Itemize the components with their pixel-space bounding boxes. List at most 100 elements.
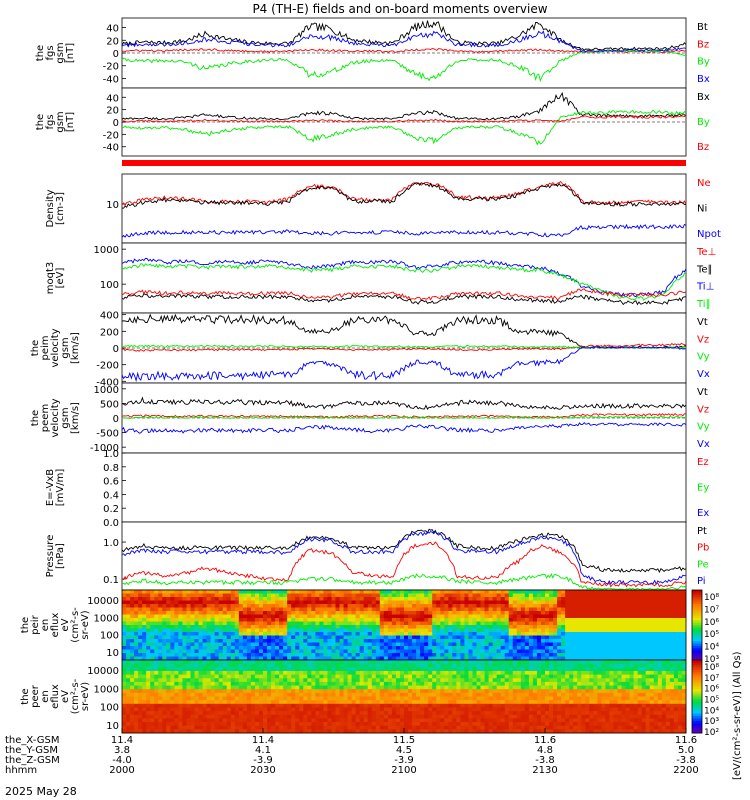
spectrogram-cell bbox=[271, 600, 276, 605]
spectrogram-cell bbox=[263, 663, 268, 668]
spectrogram-cell bbox=[295, 667, 300, 672]
spectrogram-cell bbox=[319, 707, 324, 712]
spectrogram-cell bbox=[279, 597, 284, 601]
spectrogram-cell bbox=[250, 632, 256, 636]
panel-ylabel: sr-eV) bbox=[80, 610, 91, 639]
spectrogram-cell bbox=[379, 600, 385, 605]
spectrogram-cell bbox=[182, 703, 187, 708]
spectrogram-cell bbox=[206, 681, 212, 686]
spectrogram-cell bbox=[363, 700, 369, 705]
spectrogram-cell bbox=[190, 700, 195, 705]
spectrogram-cell bbox=[271, 632, 276, 636]
spectrogram-cell bbox=[649, 628, 655, 633]
spectrogram-cell bbox=[404, 678, 409, 683]
spectrogram-cell bbox=[404, 692, 409, 697]
spectrogram-cell bbox=[613, 642, 618, 647]
spectrogram-cell bbox=[468, 646, 473, 650]
spectrogram-cell bbox=[226, 667, 232, 672]
spectrogram-cell bbox=[351, 639, 357, 643]
spectrogram-cell bbox=[573, 600, 578, 605]
spectrogram-cell bbox=[460, 711, 465, 716]
spectrogram-cell bbox=[134, 725, 139, 730]
spectrogram-cell bbox=[637, 628, 643, 633]
spectrogram-cell bbox=[331, 607, 336, 612]
spectrogram-cell bbox=[581, 604, 586, 608]
spectrogram-cell bbox=[226, 711, 232, 716]
spectrogram-cell bbox=[222, 590, 228, 594]
spectrogram-cell bbox=[242, 625, 248, 629]
spectrogram-cell bbox=[355, 625, 361, 629]
spectrogram-cell bbox=[198, 670, 203, 675]
spectrogram-cell bbox=[190, 692, 195, 697]
spectrogram-cell bbox=[351, 649, 357, 654]
spectrogram-cell bbox=[524, 590, 530, 594]
spectrogram-cell bbox=[597, 597, 602, 601]
spectrogram-cell bbox=[508, 604, 514, 608]
spectrogram-cell bbox=[234, 718, 240, 723]
spectrogram-cell bbox=[226, 722, 232, 727]
spectrogram-cell bbox=[287, 625, 292, 629]
spectrogram-cell bbox=[218, 656, 224, 661]
spectrogram-cell bbox=[246, 678, 252, 683]
spectrogram-cell bbox=[460, 607, 465, 612]
spectrogram-cell bbox=[436, 674, 441, 679]
spectrogram-cell bbox=[311, 635, 316, 640]
spectrogram-cell bbox=[242, 703, 248, 708]
series-line-Pb bbox=[121, 541, 687, 588]
spectrogram-cell bbox=[456, 618, 461, 622]
spectrogram-cell bbox=[681, 642, 687, 647]
spectrogram-cell bbox=[166, 653, 171, 657]
spectrogram-cell bbox=[162, 722, 167, 727]
spectrogram-cell bbox=[299, 625, 304, 629]
spectrogram-cell bbox=[315, 653, 320, 657]
spectrogram-cell bbox=[371, 681, 377, 686]
spectrogram-cell bbox=[371, 618, 377, 622]
spectrogram-cell bbox=[444, 729, 449, 734]
spectrogram-cell bbox=[379, 685, 385, 690]
spectrogram-cell bbox=[319, 670, 324, 675]
spectrogram-cell bbox=[299, 639, 304, 643]
spectrogram-cell bbox=[496, 656, 502, 661]
spectrogram-cell bbox=[420, 618, 425, 622]
spectrogram-cell bbox=[210, 685, 216, 690]
spectrogram-cell bbox=[649, 639, 655, 643]
spectrogram-cell bbox=[528, 590, 534, 594]
spectrogram-cell bbox=[315, 711, 320, 716]
spectrogram-cell bbox=[291, 692, 296, 697]
spectrogram-cell bbox=[263, 621, 268, 626]
spectrogram-cell bbox=[202, 700, 207, 705]
spectrogram-cell bbox=[287, 642, 292, 647]
spectrogram-cell bbox=[516, 729, 522, 734]
spectrogram-cell bbox=[524, 607, 530, 612]
spectrogram-cell bbox=[323, 663, 328, 668]
legend-entry: Vt bbox=[697, 387, 708, 398]
spectrogram-cell bbox=[170, 628, 175, 633]
spectrogram-cell bbox=[395, 681, 401, 686]
spectrogram-cell bbox=[339, 628, 344, 633]
spectrogram-cell bbox=[162, 696, 167, 701]
spectrogram-cell bbox=[593, 604, 598, 608]
spectrogram-cell bbox=[222, 711, 228, 716]
spectrogram-cell bbox=[218, 604, 224, 608]
spectrogram-cell bbox=[327, 663, 332, 668]
spectrogram-cell bbox=[355, 674, 361, 679]
colorbar-cell bbox=[692, 639, 702, 642]
spectrogram-cell bbox=[363, 685, 369, 690]
spectrogram-cell bbox=[665, 649, 671, 654]
spectrogram-cell bbox=[170, 674, 175, 679]
spectrogram-cell bbox=[178, 646, 183, 650]
spectrogram-cell bbox=[573, 642, 578, 647]
spectrogram-cell bbox=[681, 628, 687, 633]
spectrogram-cell bbox=[246, 625, 252, 629]
spectrogram-cell bbox=[146, 625, 151, 629]
spectrogram-cell bbox=[198, 729, 203, 734]
spectrogram-cell bbox=[254, 670, 260, 675]
spectrogram-cell bbox=[404, 590, 409, 594]
spectrogram-cell bbox=[190, 725, 195, 730]
spectrogram-cell bbox=[508, 642, 514, 647]
spectrogram-cell bbox=[399, 711, 405, 716]
spectrogram-cell bbox=[375, 689, 381, 694]
spectrogram-cell bbox=[242, 722, 248, 727]
spectrogram-cell bbox=[339, 660, 344, 665]
